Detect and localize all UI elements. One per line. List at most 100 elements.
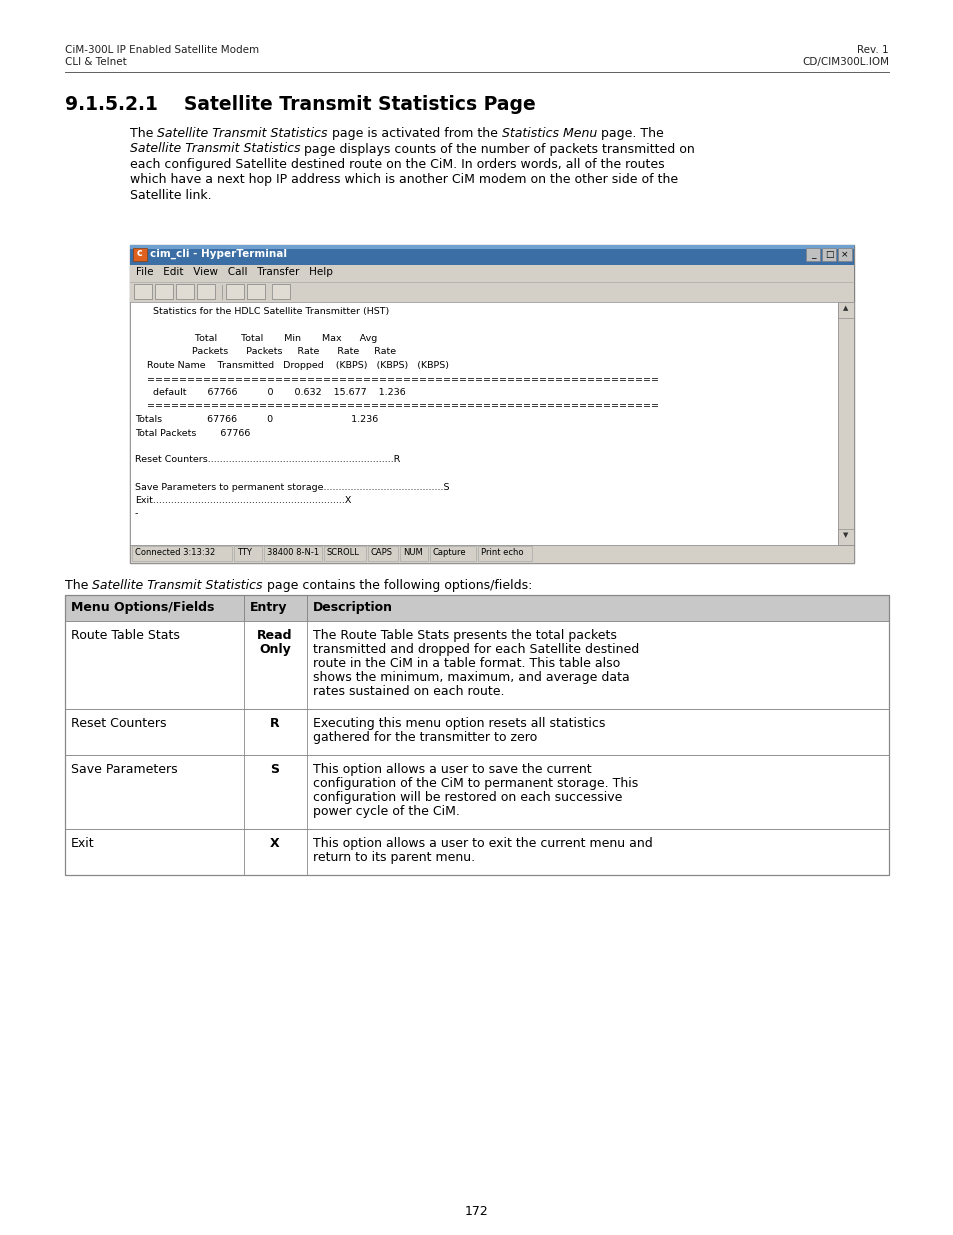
Bar bbox=[368, 546, 397, 561]
Text: Route Table Stats: Route Table Stats bbox=[71, 629, 180, 642]
Bar bbox=[837, 303, 853, 545]
Text: CiM-300L IP Enabled Satellite Modem: CiM-300L IP Enabled Satellite Modem bbox=[65, 44, 259, 56]
Text: CD/CIM300L.IOM: CD/CIM300L.IOM bbox=[801, 57, 888, 67]
Text: X: X bbox=[270, 837, 279, 850]
Bar bbox=[130, 303, 837, 545]
Text: default       67766          0       0.632    15.677    1.236: default 67766 0 0.632 15.677 1.236 bbox=[135, 388, 405, 396]
Text: page displays counts of the number of packets transmitted on: page displays counts of the number of pa… bbox=[300, 142, 695, 156]
Text: Exit: Exit bbox=[71, 837, 94, 850]
Bar bbox=[399, 546, 428, 561]
Bar bbox=[247, 284, 265, 299]
Text: page. The: page. The bbox=[597, 127, 663, 140]
Bar bbox=[805, 248, 820, 261]
Bar bbox=[130, 245, 853, 563]
Text: CLI & Telnet: CLI & Telnet bbox=[65, 57, 127, 67]
Bar bbox=[837, 248, 851, 261]
Bar bbox=[130, 545, 853, 563]
Text: Only: Only bbox=[259, 643, 291, 656]
Text: ×: × bbox=[841, 249, 848, 259]
Bar bbox=[477, 546, 532, 561]
Text: -: - bbox=[135, 510, 138, 519]
Text: return to its parent menu.: return to its parent menu. bbox=[313, 851, 475, 864]
Bar bbox=[264, 546, 322, 561]
Text: Capture: Capture bbox=[433, 548, 466, 557]
Text: Satellite Transmit Statistics: Satellite Transmit Statistics bbox=[130, 142, 300, 156]
Text: shows the minimum, maximum, and average data: shows the minimum, maximum, and average … bbox=[313, 671, 629, 684]
Text: CAPS: CAPS bbox=[371, 548, 393, 557]
Bar bbox=[130, 282, 853, 303]
Text: Rev. 1: Rev. 1 bbox=[857, 44, 888, 56]
Text: Reset Counters..............................................................R: Reset Counters..........................… bbox=[135, 456, 400, 464]
Text: ▲: ▲ bbox=[842, 305, 848, 311]
Bar bbox=[130, 266, 853, 282]
Text: cim_cli - HyperTerminal: cim_cli - HyperTerminal bbox=[150, 249, 287, 259]
Text: This option allows a user to exit the current menu and: This option allows a user to exit the cu… bbox=[313, 837, 652, 850]
Text: _: _ bbox=[810, 249, 815, 259]
Bar bbox=[130, 245, 853, 266]
Text: page contains the following options/fields:: page contains the following options/fiel… bbox=[263, 579, 532, 592]
Text: Satellite link.: Satellite link. bbox=[130, 189, 212, 203]
Bar bbox=[132, 546, 232, 561]
Text: Statistics Menu: Statistics Menu bbox=[501, 127, 597, 140]
Bar bbox=[175, 284, 193, 299]
Text: rates sustained on each route.: rates sustained on each route. bbox=[313, 685, 504, 698]
Text: The: The bbox=[65, 579, 92, 592]
Text: c: c bbox=[137, 248, 143, 258]
Bar bbox=[65, 595, 888, 876]
Text: Print echo: Print echo bbox=[480, 548, 523, 557]
Text: transmitted and dropped for each Satellite destined: transmitted and dropped for each Satelli… bbox=[313, 643, 639, 656]
Text: Statistics for the HDLC Satellite Transmitter (HST): Statistics for the HDLC Satellite Transm… bbox=[135, 308, 389, 316]
Text: gathered for the transmitter to zero: gathered for the transmitter to zero bbox=[313, 731, 537, 743]
Bar bbox=[821, 248, 835, 261]
Text: The: The bbox=[130, 127, 157, 140]
Text: page is activated from the: page is activated from the bbox=[328, 127, 501, 140]
Bar bbox=[154, 284, 172, 299]
Bar bbox=[65, 755, 888, 829]
Text: ▼: ▼ bbox=[842, 532, 848, 538]
Text: Satellite Transmit Statistics: Satellite Transmit Statistics bbox=[157, 127, 328, 140]
Text: 172: 172 bbox=[465, 1205, 488, 1218]
Text: ================================================================: ========================================… bbox=[135, 401, 659, 410]
Text: Entry: Entry bbox=[250, 601, 287, 614]
Text: each configured Satellite destined route on the CiM. In orders words, all of the: each configured Satellite destined route… bbox=[130, 158, 664, 170]
Bar bbox=[133, 284, 152, 299]
Text: ================================================================: ========================================… bbox=[135, 374, 659, 384]
Bar bbox=[226, 284, 244, 299]
Bar bbox=[837, 303, 853, 317]
Text: SCROLL: SCROLL bbox=[327, 548, 359, 557]
Bar bbox=[65, 621, 888, 709]
Text: Executing this menu option resets all statistics: Executing this menu option resets all st… bbox=[313, 718, 605, 730]
Text: Route Name    Transmitted   Dropped    (KBPS)   (KBPS)   (KBPS): Route Name Transmitted Dropped (KBPS) (K… bbox=[135, 361, 449, 370]
Text: route in the CiM in a table format. This table also: route in the CiM in a table format. This… bbox=[313, 657, 619, 671]
Text: S: S bbox=[271, 763, 279, 776]
Text: Reset Counters: Reset Counters bbox=[71, 718, 167, 730]
Text: TTY: TTY bbox=[236, 548, 252, 557]
Bar bbox=[132, 248, 147, 261]
Bar bbox=[65, 829, 888, 876]
Text: File   Edit   View   Call   Transfer   Help: File Edit View Call Transfer Help bbox=[136, 267, 333, 277]
Text: NUM: NUM bbox=[402, 548, 422, 557]
Text: power cycle of the CiM.: power cycle of the CiM. bbox=[313, 805, 459, 818]
Text: 38400 8-N-1: 38400 8-N-1 bbox=[267, 548, 319, 557]
Bar bbox=[324, 546, 366, 561]
Text: Read: Read bbox=[257, 629, 293, 642]
Text: Totals               67766          0                          1.236: Totals 67766 0 1.236 bbox=[135, 415, 377, 424]
Text: configuration of the CiM to permanent storage. This: configuration of the CiM to permanent st… bbox=[313, 777, 638, 790]
Text: Total Packets        67766: Total Packets 67766 bbox=[135, 429, 250, 437]
Bar bbox=[65, 595, 888, 621]
Bar bbox=[233, 546, 262, 561]
Text: configuration will be restored on each successive: configuration will be restored on each s… bbox=[313, 790, 621, 804]
Text: Satellite Transmit Statistics: Satellite Transmit Statistics bbox=[92, 579, 263, 592]
Text: 9.1.5.2.1    Satellite Transmit Statistics Page: 9.1.5.2.1 Satellite Transmit Statistics … bbox=[65, 95, 536, 114]
Text: Description: Description bbox=[313, 601, 393, 614]
Text: R: R bbox=[270, 718, 279, 730]
Text: This option allows a user to save the current: This option allows a user to save the cu… bbox=[313, 763, 591, 776]
Bar bbox=[196, 284, 214, 299]
Text: which have a next hop IP address which is another CiM modem on the other side of: which have a next hop IP address which i… bbox=[130, 173, 678, 186]
Bar bbox=[837, 529, 853, 545]
Text: Save Parameters to permanent storage........................................S: Save Parameters to permanent storage....… bbox=[135, 483, 449, 492]
Text: Packets      Packets     Rate      Rate     Rate: Packets Packets Rate Rate Rate bbox=[135, 347, 395, 357]
Text: Save Parameters: Save Parameters bbox=[71, 763, 177, 776]
Bar bbox=[65, 709, 888, 755]
Text: □: □ bbox=[824, 249, 832, 259]
